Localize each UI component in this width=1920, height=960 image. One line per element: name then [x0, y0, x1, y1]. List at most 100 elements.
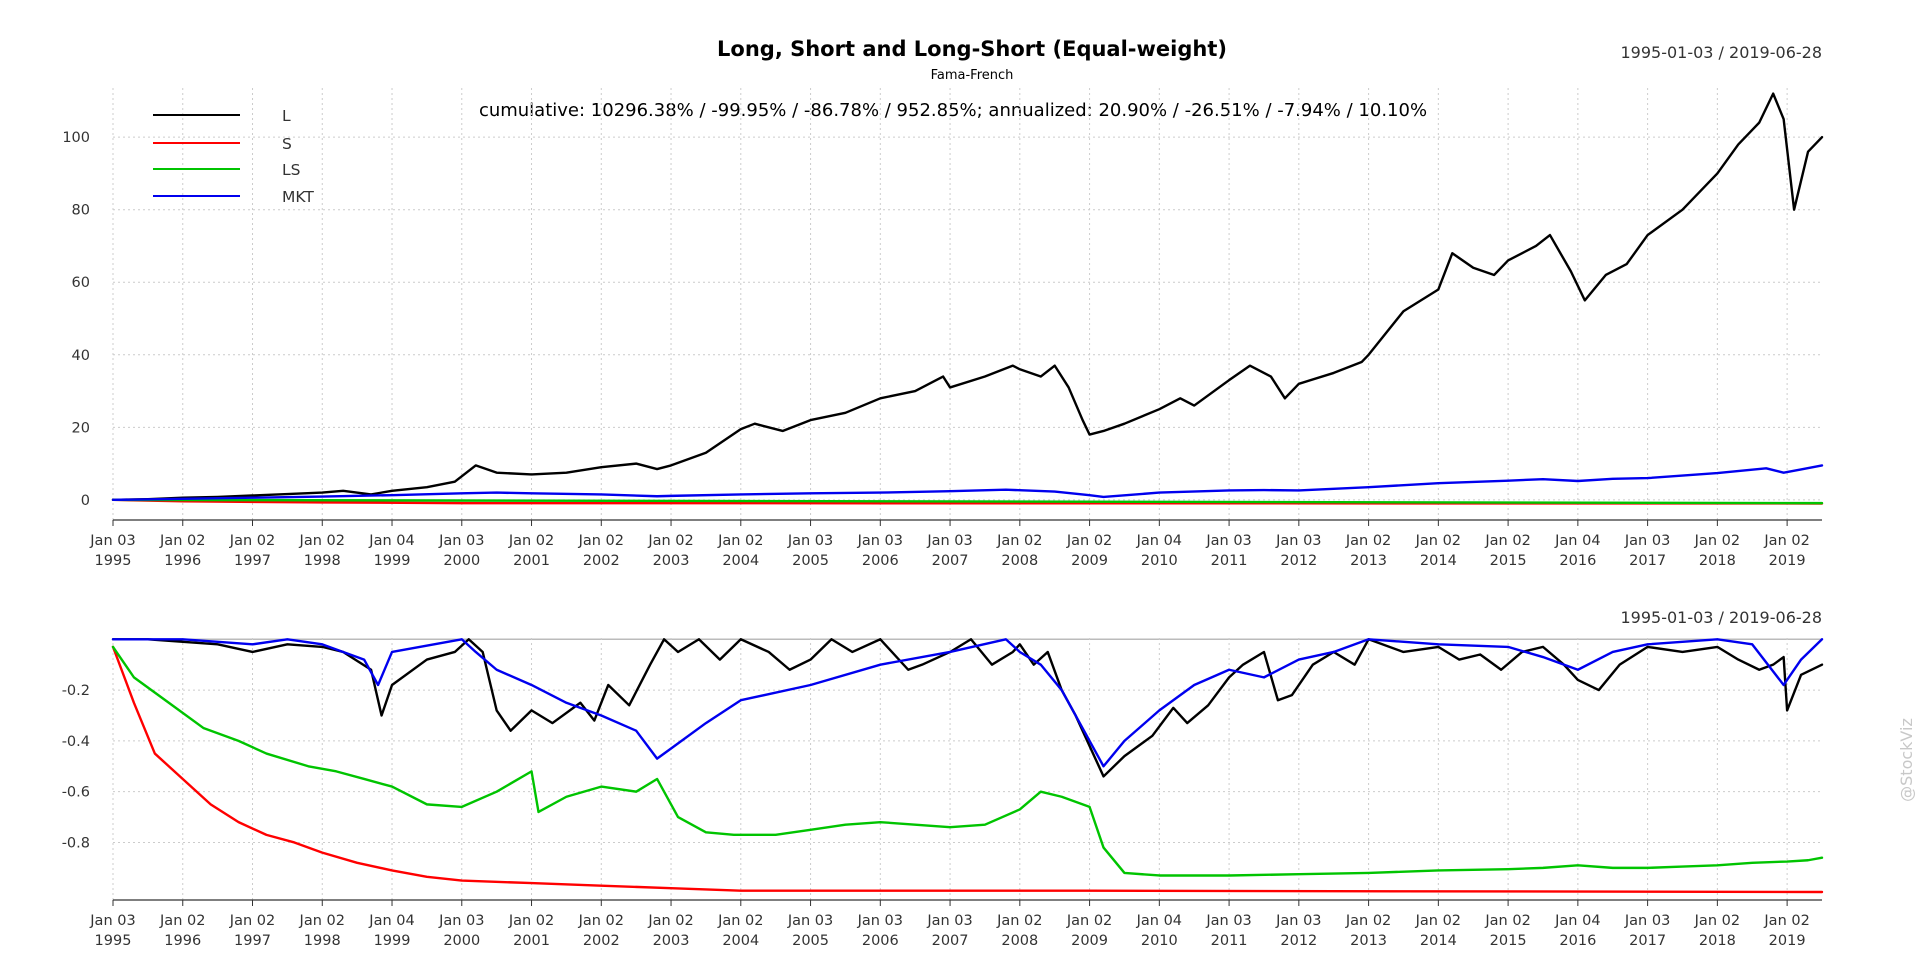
- top-x-tick-label-2016-year: 2016: [1559, 553, 1596, 569]
- bottom-x-tick-label-2018-year: 2018: [1699, 933, 1736, 949]
- bottom-series-ls: [113, 647, 1822, 876]
- top-x-tick-label-1996-day: Jan 02: [159, 533, 205, 549]
- chart-subtitle: Fama-French: [931, 68, 1014, 83]
- bottom-x-tick-label-2008-year: 2008: [1001, 933, 1038, 949]
- bottom-x-tick-label-1995-day: Jan 03: [89, 913, 135, 929]
- bottom-y-tick-label-0: -0.2: [62, 683, 90, 699]
- top-x-tick-label-2010-day: Jan 04: [1136, 533, 1182, 549]
- top-x-tick-label-1997-day: Jan 02: [229, 533, 275, 549]
- bottom-x-tick-label-2019-year: 2019: [1769, 933, 1806, 949]
- bottom-x-tick-label-2001-year: 2001: [513, 933, 550, 949]
- legend-label-ls: LS: [282, 161, 300, 179]
- bottom-x-tick-label-2009-year: 2009: [1071, 933, 1108, 949]
- top-x-tick-label-2002-year: 2002: [583, 553, 620, 569]
- bottom-x-tick-label-1995-year: 1995: [95, 933, 132, 949]
- bottom-series-l: [113, 639, 1822, 776]
- bottom-x-tick-label-2012-day: Jan 03: [1275, 913, 1321, 929]
- top-x-tick-label-2004-year: 2004: [722, 553, 759, 569]
- bottom-x-tick-label-2007-year: 2007: [932, 933, 969, 949]
- bottom-x-tick-label-2008-day: Jan 02: [996, 913, 1042, 929]
- bottom-x-tick-label-1997-day: Jan 02: [229, 913, 275, 929]
- bottom-x-tick-label-2006-year: 2006: [862, 933, 899, 949]
- bottom-y-tick-label-2: -0.6: [62, 785, 90, 801]
- top-x-tick-label-2011-day: Jan 03: [1205, 533, 1251, 549]
- top-y-tick-label-60: 60: [72, 275, 90, 291]
- bottom-grid: [113, 638, 1822, 900]
- top-x-tick-label-2013-day: Jan 02: [1345, 533, 1391, 549]
- top-y-tick-label-40: 40: [72, 348, 90, 364]
- bottom-x-tick-label-1998-year: 1998: [304, 933, 341, 949]
- bottom-series-s: [113, 647, 1822, 892]
- bottom-x-tick-label-2017-day: Jan 03: [1624, 913, 1670, 929]
- top-x-tick-label-2009-day: Jan 02: [1066, 533, 1112, 549]
- bottom-x-tick-label-2011-day: Jan 03: [1205, 913, 1251, 929]
- watermark: @StockViz: [1897, 718, 1916, 802]
- bottom-series-group: [113, 639, 1822, 892]
- top-x-tick-label-2006-year: 2006: [862, 553, 899, 569]
- top-date-range: 1995-01-03 / 2019-06-28: [1620, 43, 1822, 62]
- top-x-tick-label-2012-day: Jan 03: [1275, 533, 1321, 549]
- top-y-tick-label-80: 80: [72, 203, 90, 219]
- top-x-tick-label-2017-year: 2017: [1629, 553, 1666, 569]
- bottom-x-tick-label-2011-year: 2011: [1211, 933, 1248, 949]
- bottom-x-tick-label-2010-year: 2010: [1141, 933, 1178, 949]
- top-x-tick-label-2004-day: Jan 02: [717, 533, 763, 549]
- bottom-x-tick-label-2002-year: 2002: [583, 933, 620, 949]
- bottom-x-tick-label-2014-day: Jan 02: [1415, 913, 1461, 929]
- top-series-l: [113, 94, 1822, 500]
- top-x-tick-label-2018-year: 2018: [1699, 553, 1736, 569]
- bottom-x-tick-label-2001-day: Jan 02: [508, 913, 554, 929]
- legend-label-s: S: [282, 135, 292, 153]
- legend-entry-ls: LS: [153, 161, 300, 179]
- bottom-x-tick-label-2015-day: Jan 02: [1484, 913, 1530, 929]
- top-x-tick-label-2014-day: Jan 02: [1415, 533, 1461, 549]
- top-x-tick-label-2003-year: 2003: [653, 553, 690, 569]
- legend-entry-s: S: [153, 135, 292, 153]
- top-series-group: [113, 94, 1822, 504]
- bottom-series-mkt: [113, 639, 1822, 766]
- bottom-x-tick-label-2013-year: 2013: [1350, 933, 1387, 949]
- bottom-y-tick-label-1: -0.4: [62, 734, 90, 750]
- top-x-tick-label-2011-year: 2011: [1211, 553, 1248, 569]
- bottom-x-tick-label-1999-day: Jan 04: [368, 913, 414, 929]
- top-x-tick-label-2015-year: 2015: [1490, 553, 1527, 569]
- legend-entry-mkt: MKT: [153, 188, 314, 206]
- bottom-x-tick-label-1998-day: Jan 02: [299, 913, 345, 929]
- top-x-tick-label-2008-day: Jan 02: [996, 533, 1042, 549]
- bottom-x-tick-label-2010-day: Jan 04: [1136, 913, 1182, 929]
- top-x-tick-label-1999-year: 1999: [374, 553, 411, 569]
- bottom-x-tick-label-2017-year: 2017: [1629, 933, 1666, 949]
- bottom-x-tick-label-1999-year: 1999: [374, 933, 411, 949]
- bottom-x-tick-label-2009-day: Jan 02: [1066, 913, 1112, 929]
- top-x-tick-label-2019-year: 2019: [1769, 553, 1806, 569]
- top-x-tick-label-1998-day: Jan 02: [299, 533, 345, 549]
- bottom-y-tick-label-3: -0.8: [62, 835, 90, 851]
- bottom-x-tick-label-2004-year: 2004: [722, 933, 759, 949]
- top-series-mkt: [113, 465, 1822, 499]
- bottom-x-tick-label-2014-year: 2014: [1420, 933, 1457, 949]
- bottom-x-tick-label-2002-day: Jan 02: [578, 913, 624, 929]
- top-x-tick-label-2015-day: Jan 02: [1484, 533, 1530, 549]
- top-x-tick-label-2019-day: Jan 02: [1763, 533, 1809, 549]
- bottom-x-tick-label-2012-year: 2012: [1280, 933, 1317, 949]
- legend: L S LS MKT: [153, 107, 314, 206]
- top-x-tick-label-2007-year: 2007: [932, 553, 969, 569]
- cumulative-annotation: cumulative: 10296.38% / -99.95% / -86.78…: [479, 100, 1427, 121]
- top-x-tick-label-2017-day: Jan 03: [1624, 533, 1670, 549]
- top-x-tick-label-1995-day: Jan 03: [89, 533, 135, 549]
- top-x-tick-label-1999-day: Jan 04: [368, 533, 414, 549]
- top-x-tick-label-2000-year: 2000: [443, 553, 480, 569]
- bottom-x-tick-label-2016-year: 2016: [1559, 933, 1596, 949]
- top-x-tick-label-2000-day: Jan 03: [438, 533, 484, 549]
- bottom-x-tick-label-1996-day: Jan 02: [159, 913, 205, 929]
- bottom-y-axis: -0.2 -0.4 -0.6 -0.8: [62, 683, 90, 851]
- top-x-tick-label-1997-year: 1997: [234, 553, 271, 569]
- bottom-x-tick-label-2006-day: Jan 03: [857, 913, 903, 929]
- top-x-tick-label-2009-year: 2009: [1071, 553, 1108, 569]
- top-x-tick-label-2001-year: 2001: [513, 553, 550, 569]
- top-x-tick-label-2018-day: Jan 02: [1694, 533, 1740, 549]
- top-x-tick-label-2016-day: Jan 04: [1554, 533, 1600, 549]
- chart-title: Long, Short and Long-Short (Equal-weight…: [717, 37, 1227, 61]
- bottom-x-tick-label-2016-day: Jan 04: [1554, 913, 1600, 929]
